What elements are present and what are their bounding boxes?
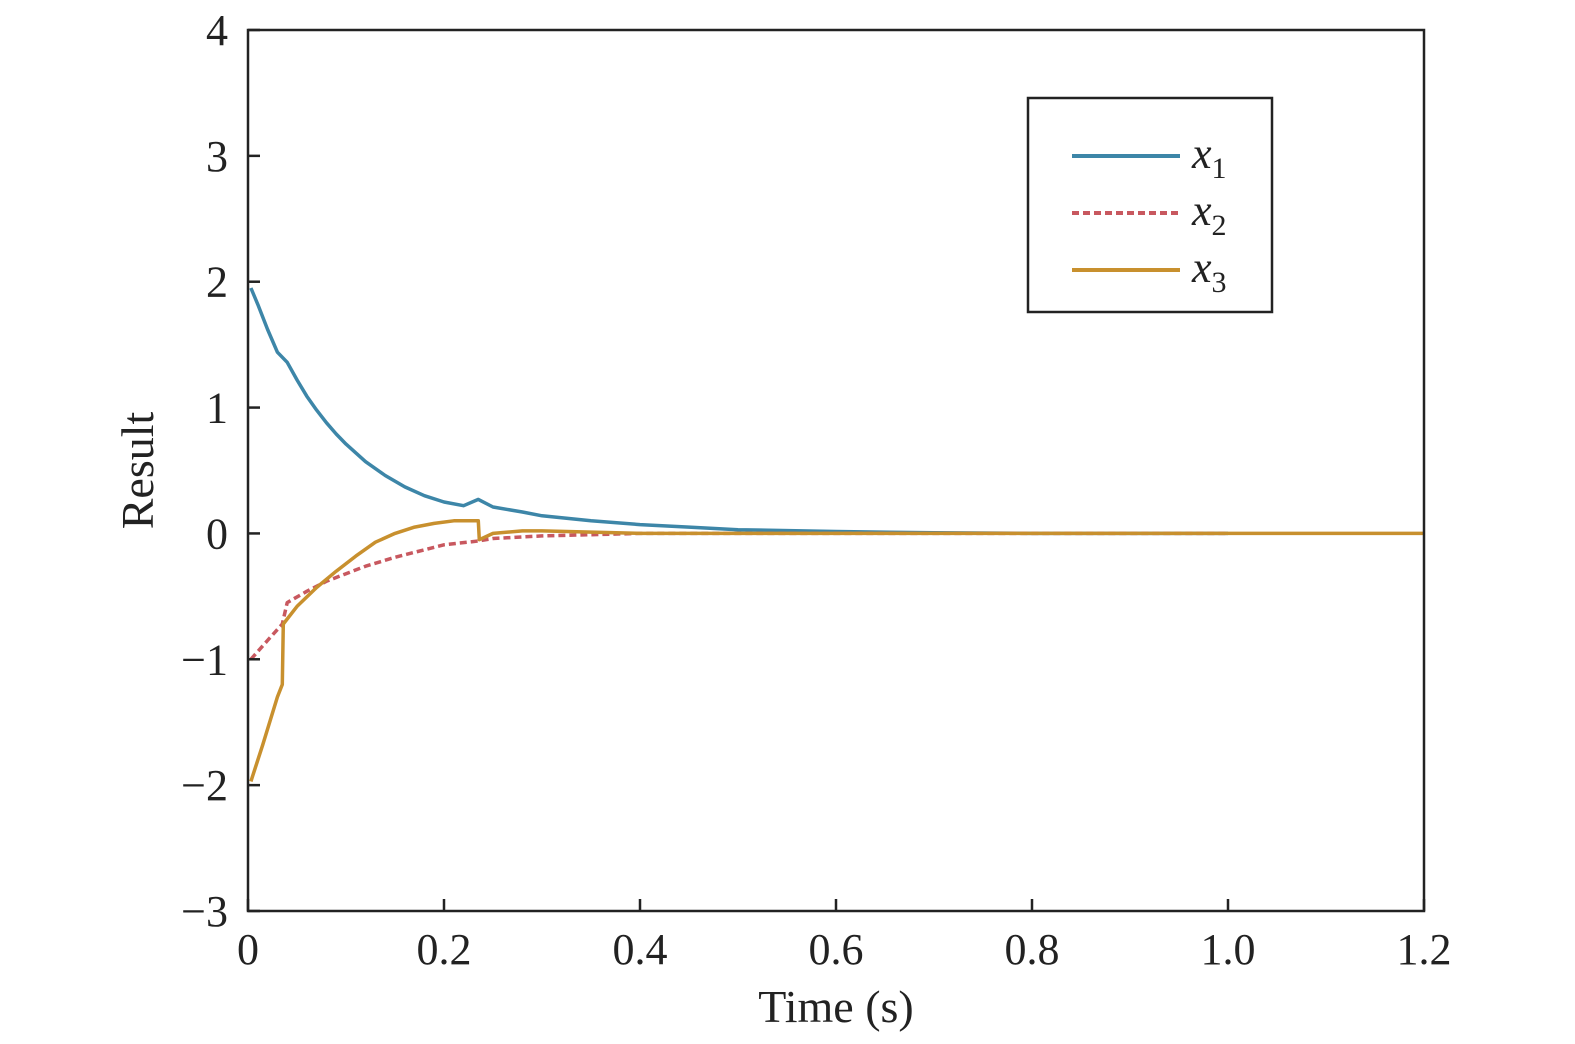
series-layer	[249, 287, 1424, 782]
x-tick-label: 0.2	[417, 925, 472, 974]
x-tick-label: 1.2	[1397, 925, 1452, 974]
legend-label-x3: x3	[1191, 243, 1227, 299]
legend-label-x1: x1	[1191, 129, 1227, 185]
y-tick-label: 4	[206, 6, 228, 55]
y-axis: −3 −2 −1 0 1 2 3 4	[181, 6, 260, 936]
y-tick-label: −2	[181, 761, 228, 810]
x-tick-label: 0.8	[1005, 925, 1060, 974]
x-axis-title: Time (s)	[758, 981, 914, 1032]
y-tick-label: 3	[206, 132, 228, 181]
x-tick-label: 1.0	[1201, 925, 1256, 974]
legend-label-x2: x2	[1191, 186, 1227, 242]
x-tick-label: 0	[237, 925, 259, 974]
y-tick-label: 2	[206, 258, 228, 307]
y-tick-label: 0	[206, 509, 228, 558]
y-tick-label: −3	[181, 887, 228, 936]
series-line-x2	[249, 531, 1228, 661]
y-axis-title: Result	[112, 412, 163, 530]
legend-box	[1026, 96, 1274, 314]
x-tick-label: 0.4	[613, 925, 668, 974]
series-line-x1	[249, 287, 1228, 536]
y-tick-label: −1	[181, 635, 228, 684]
x-tick-label: 0.6	[809, 925, 864, 974]
series-line-x3	[249, 519, 1424, 782]
x-axis: 0 0.2 0.4 0.6 0.8 1.0 1.2	[237, 899, 1452, 974]
y-tick-label: 1	[206, 384, 228, 433]
